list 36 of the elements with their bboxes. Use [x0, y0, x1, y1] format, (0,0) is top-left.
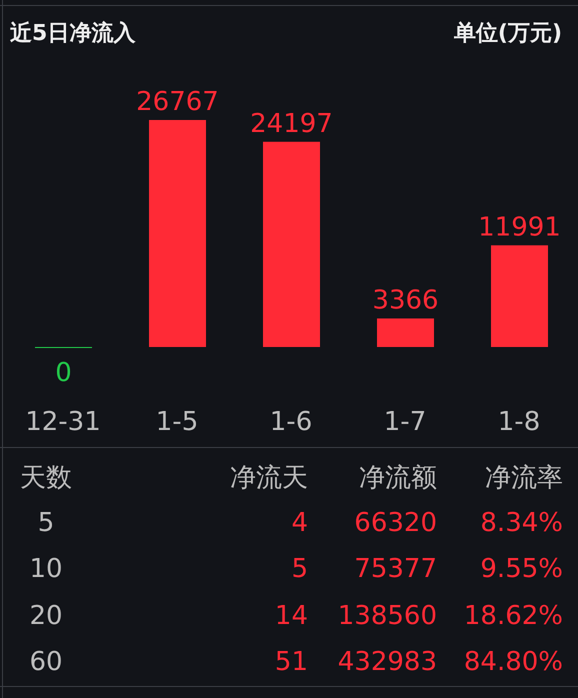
text: 138560 — [338, 600, 437, 633]
text: 20 — [28, 600, 64, 633]
text: 10 — [28, 553, 64, 586]
text: 14 — [274, 600, 308, 633]
bar — [149, 120, 206, 347]
text: 净流天 — [230, 462, 308, 495]
text: 84.80% — [464, 646, 563, 679]
text: 9.55% — [480, 553, 563, 586]
text: 60 — [28, 646, 64, 679]
bar — [491, 245, 548, 347]
x-tick-label: 1-8 — [498, 407, 540, 437]
x-tick-label: 1-7 — [384, 407, 426, 437]
text: 净流额 — [359, 462, 437, 495]
text: 天数 — [20, 462, 72, 495]
data-label: 26767 — [136, 87, 219, 117]
x-tick-label: 1-6 — [270, 407, 312, 437]
chart-subtitle: 单位(万元) — [454, 20, 562, 48]
data-label: 0 — [55, 358, 72, 388]
text: 净流率 — [485, 462, 563, 495]
text: 5 — [291, 553, 308, 586]
text: 4 — [291, 507, 308, 540]
x-tick-label: 1-5 — [156, 407, 198, 437]
bar — [263, 142, 320, 347]
text: 432983 — [338, 646, 437, 679]
data-label: 3366 — [372, 285, 439, 316]
text: 8.34% — [480, 507, 563, 540]
text: 51 — [274, 646, 308, 679]
bar — [377, 318, 434, 347]
data-label: 11991 — [478, 212, 561, 242]
text: 75377 — [354, 553, 437, 586]
chart-title: 近5日净流入 — [10, 20, 136, 48]
x-tick-label: 12-31 — [25, 407, 101, 437]
text: 18.62% — [464, 600, 563, 633]
text: 5 — [36, 507, 56, 540]
data-label: 24197 — [250, 108, 333, 139]
text: 66320 — [354, 507, 437, 540]
